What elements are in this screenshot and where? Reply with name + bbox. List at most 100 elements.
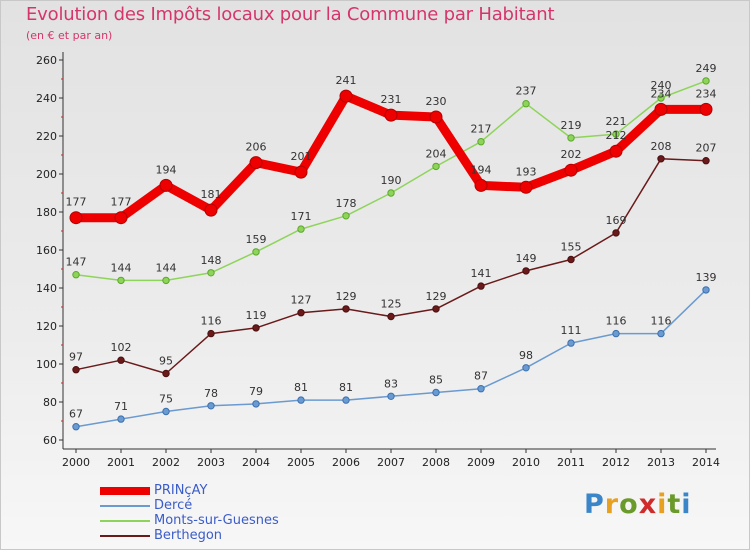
data-label: 116 — [651, 315, 672, 328]
data-label: 230 — [426, 95, 447, 108]
data-label: 147 — [66, 256, 87, 269]
x-tick-label: 2003 — [197, 456, 225, 469]
data-point — [204, 203, 218, 217]
data-point — [297, 225, 305, 233]
data-point — [297, 396, 305, 404]
data-label: 193 — [516, 165, 537, 178]
data-label: 129 — [336, 290, 357, 303]
data-label: 95 — [159, 355, 173, 368]
y-tick-label: 140 — [36, 282, 57, 295]
data-label: 221 — [606, 115, 627, 128]
data-label: 75 — [159, 393, 173, 406]
x-tick-label: 2002 — [152, 456, 180, 469]
data-label: 119 — [246, 309, 267, 322]
data-label: 116 — [201, 315, 222, 328]
data-label: 127 — [291, 294, 312, 307]
legend-swatch — [100, 505, 150, 507]
data-point — [612, 329, 620, 338]
data-point — [657, 329, 665, 338]
data-point — [477, 138, 485, 146]
data-label: 194 — [156, 163, 177, 176]
data-label: 155 — [561, 241, 582, 254]
data-point — [567, 339, 575, 347]
data-point — [384, 108, 398, 122]
data-point — [612, 130, 620, 138]
x-tick-label: 2008 — [422, 456, 450, 469]
data-point — [249, 156, 263, 170]
data-label: 139 — [696, 271, 717, 284]
data-label: 177 — [66, 196, 87, 209]
data-point — [69, 211, 83, 225]
data-point — [252, 324, 260, 332]
data-point — [477, 385, 485, 393]
x-tick-label: 2001 — [107, 456, 135, 469]
data-label: 217 — [471, 123, 492, 136]
data-point — [657, 155, 665, 163]
legend-label: Berthegon — [154, 528, 223, 543]
data-point — [297, 309, 305, 317]
data-point — [387, 189, 395, 197]
data-point — [612, 229, 620, 237]
y-tick-label: 180 — [36, 206, 57, 219]
data-label: 67 — [69, 408, 83, 421]
data-label: 190 — [381, 174, 402, 187]
data-point — [162, 407, 170, 416]
data-point — [117, 415, 125, 423]
data-point — [162, 276, 170, 285]
data-point — [564, 163, 578, 177]
y-tick-label: 60 — [43, 434, 57, 447]
data-label: 194 — [471, 163, 492, 176]
data-point — [114, 211, 128, 225]
data-point — [474, 178, 488, 192]
data-point — [522, 364, 530, 372]
data-point — [519, 180, 533, 194]
x-tick-label: 2011 — [557, 456, 585, 469]
data-label: 241 — [336, 74, 357, 87]
data-point — [702, 77, 710, 85]
y-tick-label: 220 — [36, 130, 57, 143]
y-tick-label: 200 — [36, 168, 57, 181]
data-label: 97 — [69, 351, 83, 364]
x-tick-label: 2010 — [512, 456, 540, 469]
data-label: 201 — [291, 150, 312, 163]
data-label: 81 — [294, 381, 308, 394]
data-label: 181 — [201, 188, 222, 201]
data-point — [72, 423, 80, 431]
data-point — [567, 255, 575, 264]
y-tick-label: 80 — [43, 396, 57, 409]
data-point — [567, 134, 575, 142]
data-point — [339, 89, 353, 103]
data-point — [609, 144, 623, 158]
data-label: 144 — [156, 261, 177, 274]
data-label: 159 — [246, 233, 267, 246]
data-label: 207 — [696, 142, 717, 155]
data-label: 240 — [651, 79, 672, 92]
x-tick-label: 2004 — [242, 456, 270, 469]
data-point — [72, 271, 80, 279]
data-point — [342, 396, 350, 404]
data-label: 125 — [381, 298, 402, 311]
data-label: 204 — [426, 147, 447, 160]
legend-item: Monts-sur-Guesnes — [100, 514, 420, 529]
data-label: 237 — [516, 85, 537, 98]
data-point — [252, 400, 260, 408]
data-point — [522, 100, 530, 108]
data-label: 206 — [246, 141, 267, 154]
data-point — [702, 157, 710, 165]
legend-label: Monts-sur-Guesnes — [154, 513, 279, 528]
y-tick-label: 120 — [36, 320, 57, 333]
data-label: 148 — [201, 254, 222, 267]
data-point — [432, 305, 440, 313]
data-label: 102 — [111, 341, 132, 354]
legend-swatch — [100, 520, 150, 522]
data-point — [72, 366, 80, 374]
data-label: 85 — [429, 374, 443, 387]
data-label: 177 — [111, 196, 132, 209]
data-label: 231 — [381, 93, 402, 106]
y-tick-label: 240 — [36, 92, 57, 105]
data-point — [477, 282, 485, 290]
data-label: 141 — [471, 267, 492, 280]
data-point — [294, 165, 308, 179]
data-label: 208 — [651, 140, 672, 153]
